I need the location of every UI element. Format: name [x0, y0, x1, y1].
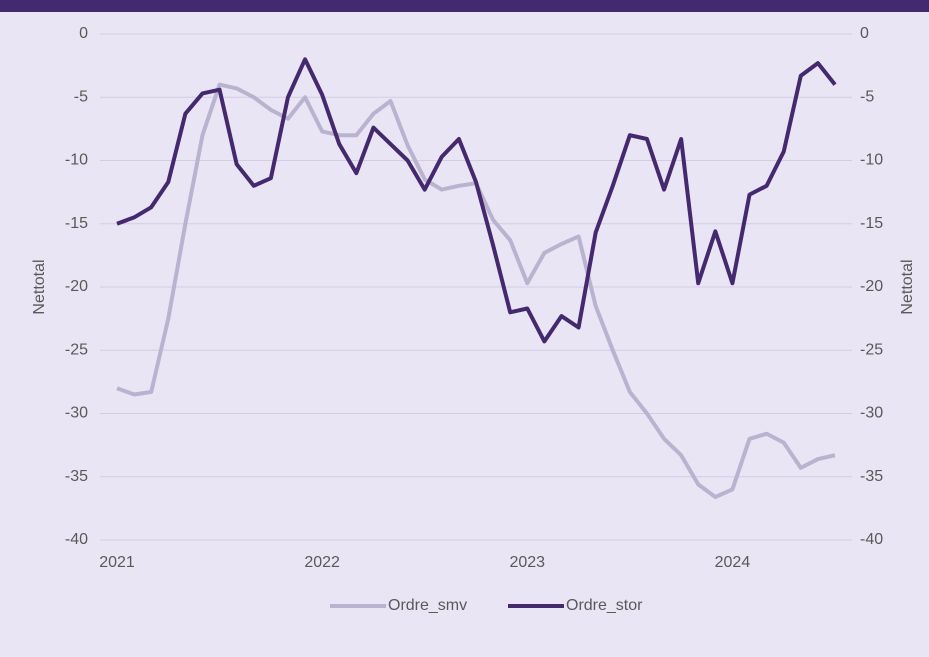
y2-tick-label: -10	[860, 152, 883, 169]
x-tick-label: 2024	[715, 554, 751, 571]
y2-tick-label: 0	[860, 25, 869, 42]
x-tick-label: 2023	[509, 554, 545, 571]
y2-tick-label: -15	[860, 215, 883, 232]
series-line	[116, 82, 836, 499]
legend-label: Ordre_stor	[566, 597, 643, 614]
y2-tick-label: -5	[860, 88, 874, 105]
y2-tick-label: -20	[860, 278, 883, 295]
y-axis-title: Nettotal	[31, 259, 48, 314]
y-tick-label: -25	[65, 341, 88, 358]
x-tick-label: 2022	[304, 554, 340, 571]
top-bar	[0, 0, 929, 12]
y2-tick-label: -35	[860, 468, 883, 485]
y2-axis-title: Nettotal	[899, 259, 916, 314]
y2-tick-label: -40	[860, 531, 883, 548]
y-tick-label: -40	[65, 531, 88, 548]
y2-tick-label: -30	[860, 405, 883, 422]
y-tick-label: -35	[65, 468, 88, 485]
series-line	[116, 57, 837, 344]
y-tick-label: -15	[65, 215, 88, 232]
y2-tick-label: -25	[860, 341, 883, 358]
y-tick-label: 0	[79, 25, 88, 42]
y-tick-label: -5	[74, 88, 88, 105]
y-tick-label: -30	[65, 405, 88, 422]
y-tick-label: -20	[65, 278, 88, 295]
legend-label: Ordre_smv	[388, 597, 467, 614]
y-tick-label: -10	[65, 152, 88, 169]
x-tick-label: 2021	[99, 554, 135, 571]
